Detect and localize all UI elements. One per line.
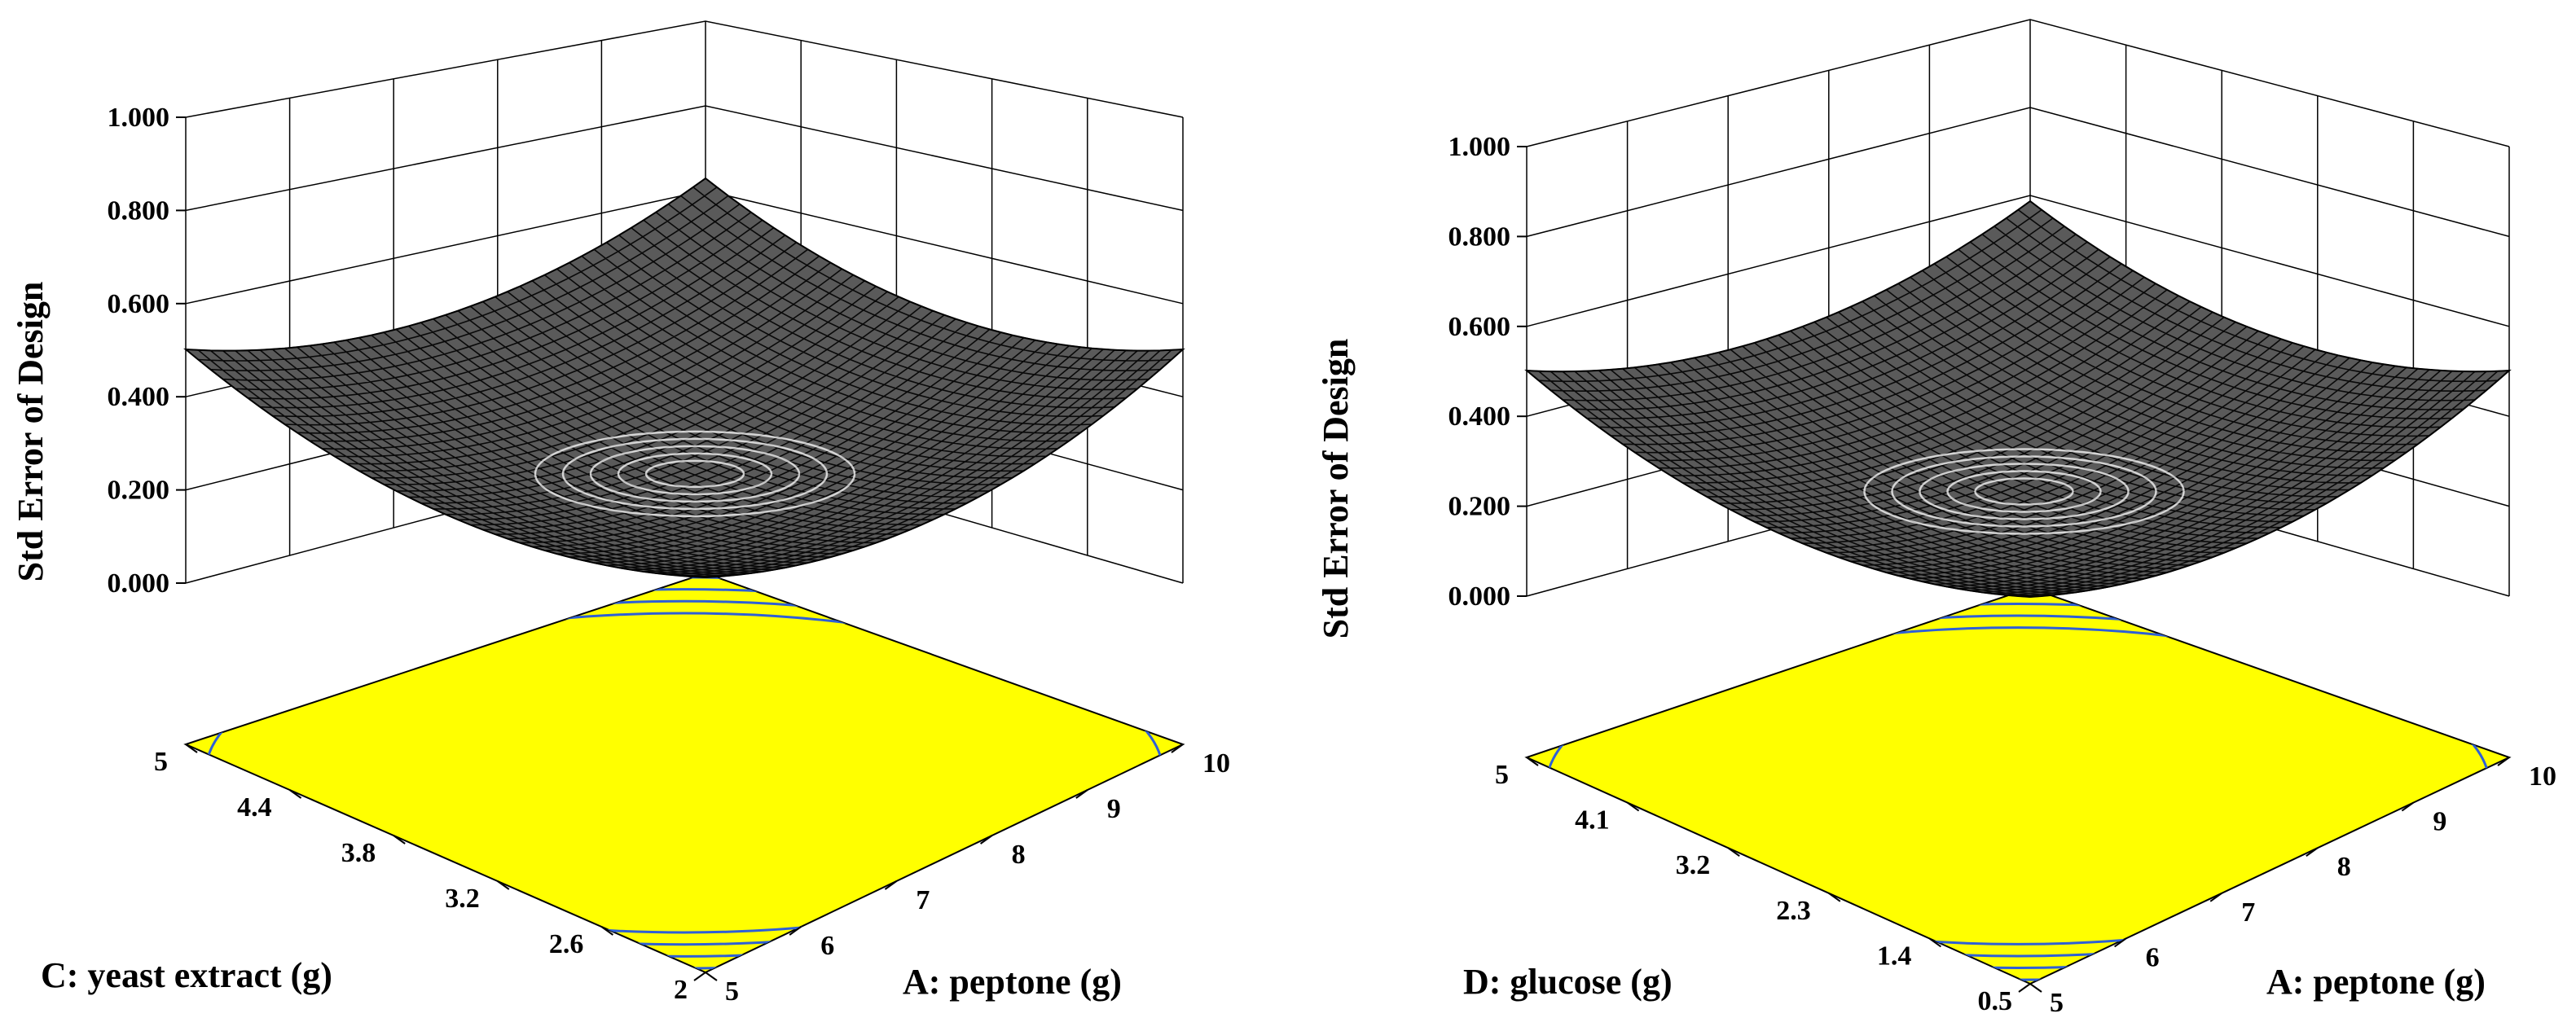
right-axis-tick-label: 8 bbox=[1012, 840, 1026, 870]
left-axis-tick-label: 2.3 bbox=[1776, 896, 1811, 926]
surface-mesh bbox=[185, 178, 1184, 578]
left-axis-tick-label: 0.5 bbox=[1978, 986, 2013, 1016]
surface-contour bbox=[534, 430, 856, 518]
right-axis-tick-mark bbox=[1075, 789, 1088, 799]
left-axis-tick-mark bbox=[600, 926, 613, 936]
right-axis-tick-mark bbox=[2401, 801, 2414, 812]
right-axis-tick-label: 5 bbox=[725, 976, 739, 1007]
wall-grid-line bbox=[185, 20, 1184, 118]
floor-plane bbox=[183, 572, 1185, 974]
left-axis-tick-label: 3.2 bbox=[445, 884, 480, 914]
left-axis-tick-mark bbox=[1727, 847, 1740, 858]
right-axis-tick-label: 6 bbox=[820, 931, 834, 961]
left-axis-tick-label: 2 bbox=[674, 975, 688, 1005]
axis-labels: Std Error of Design D: glucose (g) A: pe… bbox=[1316, 132, 2556, 1018]
right-axis-tick-label: 5 bbox=[2050, 988, 2064, 1018]
left-axis-title: D: glucose (g) bbox=[1463, 962, 1673, 1002]
z-tick-label: 1.000 bbox=[108, 103, 170, 133]
left-axis-tick-mark bbox=[1928, 937, 1941, 948]
left-axis-tick-mark bbox=[289, 789, 302, 799]
left-axis-tick-mark bbox=[185, 744, 198, 753]
axis-labels: Std Error of Design C: yeast extract (g)… bbox=[11, 103, 1230, 1007]
right-axis-tick-mark bbox=[1171, 744, 1184, 753]
right-axis-title: A: peptone (g) bbox=[2266, 962, 2486, 1002]
wall-grid-line bbox=[1526, 107, 2510, 238]
left-axis-tick-mark bbox=[497, 880, 510, 890]
z-tick-label: 0.800 bbox=[1448, 222, 1511, 252]
left-axis-tick-mark bbox=[1627, 801, 1640, 812]
left-axis-tick-mark bbox=[393, 835, 406, 845]
surface-plot-left: Std Error of Design C: yeast extract (g)… bbox=[11, 20, 1230, 1007]
response-surface bbox=[183, 177, 1185, 579]
wall-grid-line bbox=[1526, 19, 2510, 147]
surface-plot-right: Std Error of Design D: glucose (g) A: pe… bbox=[1316, 19, 2556, 1018]
right-axis-tick-mark bbox=[980, 835, 993, 845]
z-tick-label: 0.000 bbox=[1448, 581, 1511, 612]
surface-contour bbox=[617, 452, 773, 496]
right-axis-tick-mark bbox=[2114, 937, 2127, 948]
right-axis-tick-label: 8 bbox=[2337, 852, 2351, 882]
wall-grid-line bbox=[1526, 195, 2510, 327]
z-tick-label: 1.000 bbox=[1448, 132, 1511, 162]
left-axis-tick-label: 3.2 bbox=[1676, 850, 1711, 880]
left-axis-tick-mark bbox=[1828, 892, 1841, 902]
left-axis-tick-mark bbox=[705, 972, 718, 981]
left-axis-tick-mark bbox=[2029, 983, 2042, 993]
surface-contour bbox=[1919, 463, 2130, 520]
z-axis-title: Std Error of Design bbox=[11, 282, 51, 582]
contour-line bbox=[1527, 614, 2509, 958]
right-axis-tick-mark bbox=[2306, 847, 2319, 858]
right-axis-tick-label: 7 bbox=[2241, 897, 2255, 928]
right-axis-tick-label: 10 bbox=[2529, 761, 2556, 792]
right-axis-tick-label: 9 bbox=[2433, 807, 2446, 837]
contour-line bbox=[186, 588, 1183, 958]
z-tick-label: 0.200 bbox=[108, 476, 170, 506]
left-axis-tick-label: 3.8 bbox=[341, 838, 376, 868]
right-axis-tick-label: 7 bbox=[916, 885, 930, 915]
left-axis-tick-label: 1.4 bbox=[1877, 941, 1912, 971]
right-axis-tick-mark bbox=[884, 880, 897, 890]
z-tick-label: 0.400 bbox=[1448, 401, 1511, 432]
right-axis-tick-mark bbox=[693, 972, 706, 981]
right-axis-tick-mark bbox=[2018, 983, 2031, 993]
surface-contour bbox=[644, 459, 745, 489]
right-axis-title: A: peptone (g) bbox=[903, 962, 1122, 1002]
left-axis-tick-label: 5 bbox=[1495, 760, 1509, 790]
right-axis-tick-mark bbox=[789, 926, 802, 936]
z-tick-label: 0.600 bbox=[108, 289, 170, 319]
z-axis-title: Std Error of Design bbox=[1316, 339, 1356, 639]
right-axis-tick-mark bbox=[2209, 892, 2222, 902]
left-axis-tick-label: 2.6 bbox=[549, 929, 584, 959]
left-axis-tick-label: 4.1 bbox=[1575, 805, 1610, 836]
wall-grid-line bbox=[185, 105, 1184, 212]
z-tick-label: 0.000 bbox=[108, 568, 170, 599]
left-axis-tick-mark bbox=[1526, 757, 1539, 766]
left-axis-tick-label: 4.4 bbox=[237, 792, 272, 823]
z-tick-label: 0.200 bbox=[1448, 492, 1511, 522]
contour-line bbox=[1527, 602, 2509, 970]
left-axis-tick-label: 5 bbox=[154, 747, 168, 777]
z-tick-label: 0.400 bbox=[108, 382, 170, 412]
surface-contour bbox=[1891, 455, 2157, 528]
right-axis-tick-label: 10 bbox=[1202, 748, 1230, 779]
z-tick-label: 0.600 bbox=[1448, 312, 1511, 342]
floor-plane bbox=[1524, 586, 2512, 985]
right-axis-tick-mark bbox=[2497, 757, 2510, 766]
surface-contour bbox=[589, 445, 801, 503]
z-tick-label: 0.800 bbox=[108, 195, 170, 226]
response-surface bbox=[1524, 200, 2512, 599]
surface-contour bbox=[1974, 477, 2074, 506]
surface-contour bbox=[1946, 470, 2102, 513]
right-axis-tick-label: 6 bbox=[2146, 942, 2160, 972]
left-axis-title: C: yeast extract (g) bbox=[41, 955, 332, 995]
surface-contour bbox=[561, 437, 829, 511]
surface-mesh bbox=[1526, 200, 2510, 598]
right-axis-tick-label: 9 bbox=[1107, 794, 1121, 824]
surface-contour bbox=[1863, 448, 2185, 535]
contour-line bbox=[186, 599, 1183, 946]
contour-floor bbox=[183, 572, 1185, 981]
